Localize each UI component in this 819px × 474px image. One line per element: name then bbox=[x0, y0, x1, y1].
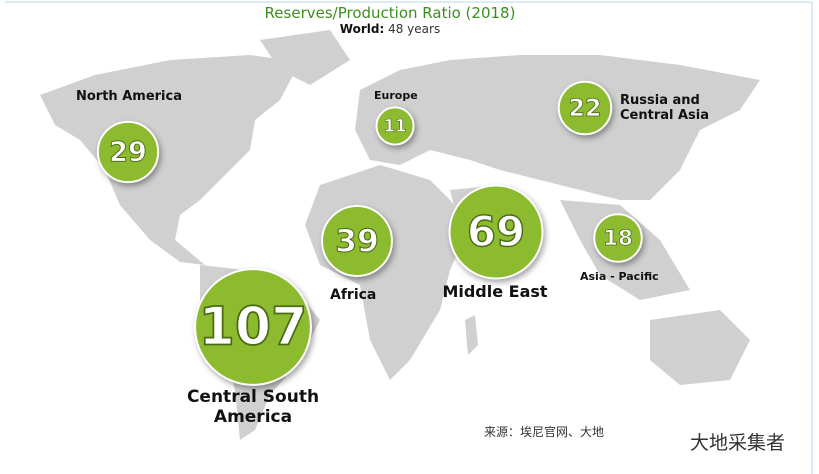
subtitle: World: 48 years bbox=[0, 22, 780, 36]
world-label: World: bbox=[339, 22, 385, 36]
bubble bbox=[321, 205, 393, 277]
region-label: Asia - Pacific bbox=[580, 270, 659, 283]
bubble bbox=[448, 184, 544, 280]
bubble-value: 107 bbox=[199, 297, 308, 357]
region-label: Russia and Central Asia bbox=[620, 93, 710, 123]
region-label: Middle East bbox=[442, 282, 548, 301]
bubble bbox=[194, 268, 312, 386]
watermark: 大地采集者 bbox=[690, 432, 786, 454]
bubble-value: 11 bbox=[383, 116, 406, 136]
bubble-value: 39 bbox=[335, 223, 379, 259]
bubble-value: 22 bbox=[569, 94, 602, 122]
bubble-value: 69 bbox=[467, 207, 525, 256]
bubble bbox=[593, 213, 643, 263]
region-label: Africa bbox=[330, 287, 377, 303]
bubble-value: 29 bbox=[109, 137, 147, 168]
region-label: Central South America bbox=[186, 387, 320, 427]
bubble bbox=[557, 80, 613, 136]
bubble bbox=[96, 120, 160, 184]
region-label: Europe bbox=[374, 89, 418, 102]
bubble-value: 18 bbox=[603, 226, 633, 251]
title: Reserves/Production Ratio (2018) bbox=[264, 4, 516, 22]
source: 来源：埃尼官网、大地 bbox=[484, 425, 605, 439]
region-label: North America bbox=[76, 89, 182, 104]
bubble bbox=[375, 106, 415, 146]
world-value: 48 years bbox=[388, 22, 441, 36]
